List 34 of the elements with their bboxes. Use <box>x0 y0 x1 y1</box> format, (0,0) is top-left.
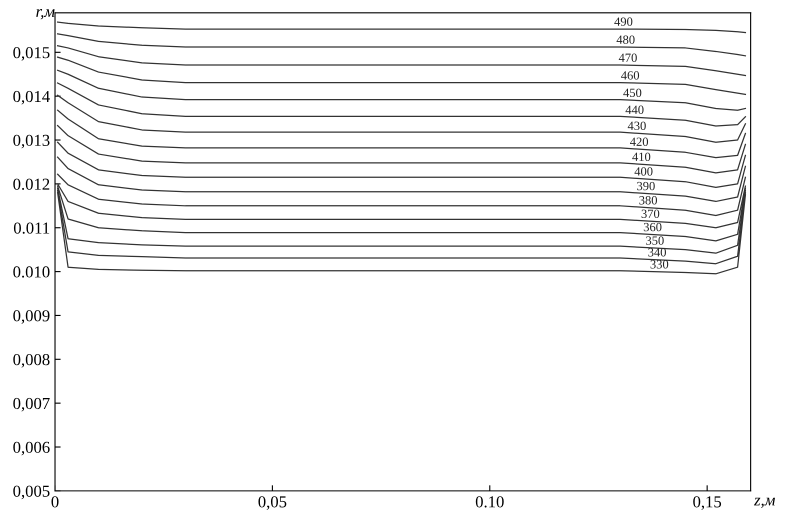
x-tick-label: 0 <box>51 496 59 508</box>
x-tick-label: 0,05 <box>258 496 286 510</box>
series-label: 340 <box>648 248 666 257</box>
series-label: 400 <box>634 167 653 176</box>
series-label: 490 <box>614 17 632 26</box>
y-tick-label: 0,015 <box>13 47 50 61</box>
y-tick-label: 0,013 <box>13 134 50 148</box>
series-label: 390 <box>637 182 655 190</box>
series-label: 450 <box>623 88 642 98</box>
y-tick-label: 0.012 <box>13 178 50 190</box>
series-label: 470 <box>618 54 637 62</box>
series-label: 330 <box>650 260 668 269</box>
series-label: 460 <box>621 71 640 80</box>
x-axis-title: z,м <box>754 498 775 508</box>
series-label: 430 <box>628 122 646 130</box>
series-label: 480 <box>616 35 635 44</box>
y-tick-label: 0,005 <box>13 486 50 500</box>
y-tick-label: 0,009 <box>13 310 50 324</box>
series-label: 360 <box>644 222 662 232</box>
series-label: 370 <box>642 210 660 218</box>
series-label: 410 <box>632 152 650 162</box>
y-tick-label: 0.011 <box>14 222 50 234</box>
x-tick-label: 0.10 <box>476 496 504 508</box>
y-axis-title: r,м <box>36 9 55 20</box>
x-tick-label: 0,15 <box>693 496 722 510</box>
series-label: 420 <box>630 138 648 146</box>
series-label: 440 <box>626 106 644 114</box>
y-tick-label: 0,006 <box>13 442 50 456</box>
y-tick-label: 0.010 <box>13 266 50 278</box>
y-tick-label: 0,014 <box>13 90 50 105</box>
series-label: 380 <box>639 196 658 204</box>
y-tick-label: 0,008 <box>13 354 50 368</box>
series-label: 350 <box>646 236 664 245</box>
y-tick-label: 0,007 <box>13 398 50 412</box>
